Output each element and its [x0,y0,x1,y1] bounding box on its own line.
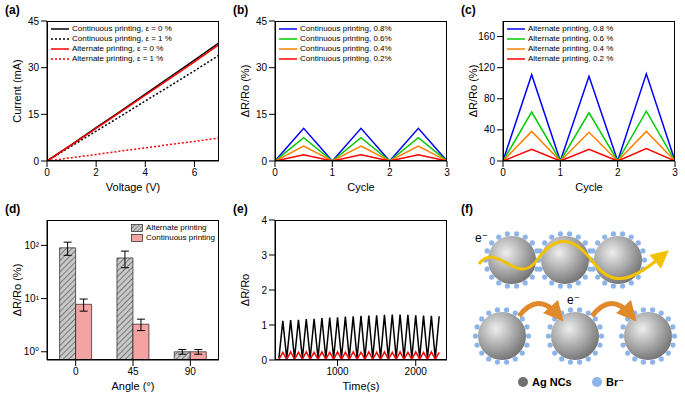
html-text:Alternate printing, ε = 1 %: Alternate printing, ε = 1 % [72,54,164,63]
svg-text:1: 1 [330,167,336,178]
svg-text:80: 80 [484,93,496,104]
html-text:(c): (c) [461,3,476,17]
html-text:Alternate printing, ε = 0 %: Alternate printing, ε = 0 % [72,44,164,53]
html-text:Alternate printing, 0.4 %: Alternate printing, 0.4 % [528,44,614,53]
svg-text:e⁻: e⁻ [567,293,580,307]
svg-text:160: 160 [478,31,495,42]
html-text:(d): (d) [5,202,21,216]
html-text:Continuous printing, 0.8%: Continuous printing, 0.8% [300,24,392,33]
svg-text:2: 2 [261,285,267,296]
svg-text:2: 2 [615,167,621,178]
svg-text:0: 0 [33,156,39,167]
svg-text:1: 1 [261,320,267,331]
svg-text:10²: 10² [25,240,40,251]
html-text:Alternate printing, 0.8 %: Alternate printing, 0.8 % [528,24,614,33]
svg-text:3: 3 [672,167,678,178]
html-text:(f): (f) [461,202,473,216]
svg-text:Voltage (V): Voltage (V) [106,181,160,193]
html-text:(e): (e) [233,202,248,216]
html-text:(b): (b) [233,3,249,17]
svg-text:4: 4 [261,215,267,226]
svg-text:30: 30 [256,62,268,73]
html-text:Continuous printing, 0.2%: Continuous printing, 0.2% [300,54,392,63]
svg-text:ΔR/Ro (%): ΔR/Ro (%) [467,65,479,118]
svg-text:2: 2 [387,167,393,178]
svg-text:2000: 2000 [405,366,428,377]
html-text:Continuous printing, 0.6%: Continuous printing, 0.6% [300,34,392,43]
html-text:Alternate printing, 0.2 %: Alternate printing, 0.2 % [528,54,614,63]
svg-text:4: 4 [143,167,149,178]
svg-text:3: 3 [444,167,450,178]
svg-text:0: 0 [261,156,267,167]
svg-text:90: 90 [185,366,197,377]
svg-text:0: 0 [261,355,267,366]
svg-text:1000: 1000 [326,366,349,377]
svg-text:0: 0 [500,167,506,178]
svg-text:15: 15 [28,109,40,120]
svg-text:0: 0 [272,167,278,178]
html-text:Alternate printing, 0.6 %: Alternate printing, 0.6 % [528,34,614,43]
svg-text:45: 45 [256,16,268,27]
svg-text:3: 3 [261,250,267,261]
html-text:Alternate printing: Alternate printing [146,223,207,232]
svg-text:10¹: 10¹ [25,293,40,304]
svg-text:Time(s): Time(s) [343,380,380,392]
svg-text:Cycle: Cycle [575,181,603,193]
svg-text:0: 0 [44,167,50,178]
html-text:(a): (a) [5,3,20,17]
svg-text:Angle (°): Angle (°) [112,380,155,392]
svg-text:ΔR/Ro: ΔR/Ro [239,274,251,306]
svg-text:ΔR/Ro (%): ΔR/Ro (%) [11,264,23,317]
svg-text:0: 0 [489,156,495,167]
svg-text:45: 45 [28,16,40,27]
html-text:Continuous printing: Continuous printing [146,233,215,242]
svg-text:Br⁻: Br⁻ [606,376,624,388]
svg-text:30: 30 [28,62,40,73]
html-text:Continuous printing, ε = 0 %: Continuous printing, ε = 0 % [72,24,172,33]
svg-text:120: 120 [478,62,495,73]
html-text:Continuous printing, ε = 1 %: Continuous printing, ε = 1 % [72,34,172,43]
svg-text:Cycle: Cycle [347,181,375,193]
svg-text:2: 2 [93,167,99,178]
svg-text:10⁰: 10⁰ [24,346,39,357]
svg-text:e⁻: e⁻ [475,231,488,245]
svg-text:6: 6 [192,167,198,178]
svg-text:40: 40 [484,124,496,135]
svg-text:ΔR/Ro (%): ΔR/Ro (%) [239,65,251,118]
svg-text:45: 45 [127,366,139,377]
svg-text:1: 1 [558,167,564,178]
svg-text:0: 0 [73,366,79,377]
html-text:Continuous printing, 0.4%: Continuous printing, 0.4% [300,44,392,53]
svg-text:Ag NCs: Ag NCs [532,376,572,388]
svg-text:Current (mA): Current (mA) [11,59,23,123]
svg-text:15: 15 [256,109,268,120]
